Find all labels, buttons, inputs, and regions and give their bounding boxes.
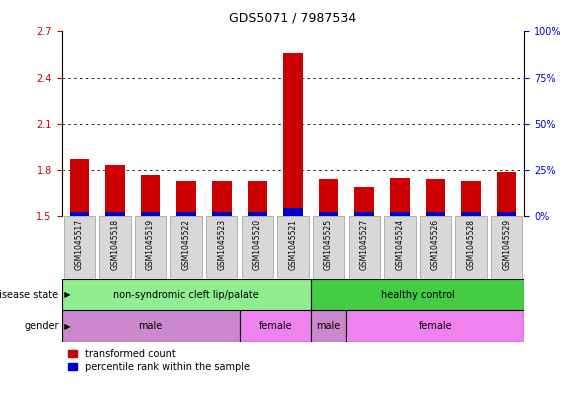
Text: female: female — [258, 321, 292, 331]
Text: GSM1045521: GSM1045521 — [288, 219, 298, 270]
Bar — [355, 211, 374, 216]
Bar — [64, 216, 95, 279]
Bar — [497, 171, 516, 216]
Bar — [212, 181, 231, 216]
Bar — [355, 187, 374, 216]
Bar — [283, 208, 303, 216]
Legend: transformed count, percentile rank within the sample: transformed count, percentile rank withi… — [66, 347, 252, 374]
Bar — [171, 216, 202, 279]
Text: female: female — [418, 321, 452, 331]
Bar — [346, 310, 524, 342]
Bar — [240, 310, 311, 342]
Text: GSM1045520: GSM1045520 — [253, 219, 262, 270]
Text: GSM1045519: GSM1045519 — [146, 219, 155, 270]
Bar — [390, 178, 410, 216]
Text: GSM1045529: GSM1045529 — [502, 219, 511, 270]
Bar — [390, 211, 410, 216]
Bar — [105, 165, 125, 216]
Bar — [319, 179, 338, 216]
Text: GSM1045527: GSM1045527 — [360, 219, 369, 270]
Bar — [248, 181, 267, 216]
Bar — [176, 181, 196, 216]
Bar — [461, 211, 481, 216]
Bar — [70, 211, 89, 216]
Bar — [461, 181, 481, 216]
Bar — [241, 216, 273, 279]
Text: gender: gender — [24, 321, 59, 331]
Text: male: male — [138, 321, 163, 331]
Text: GSM1045517: GSM1045517 — [75, 219, 84, 270]
Bar — [212, 211, 231, 216]
Bar — [313, 216, 345, 279]
Text: ▶: ▶ — [59, 322, 70, 331]
Bar — [420, 216, 451, 279]
Bar — [141, 174, 161, 216]
Bar — [283, 53, 303, 216]
Bar — [455, 216, 487, 279]
Bar — [277, 216, 309, 279]
Bar — [384, 216, 415, 279]
Bar — [99, 216, 131, 279]
Bar — [135, 216, 166, 279]
Bar — [62, 279, 311, 310]
Text: disease state: disease state — [0, 290, 59, 300]
Bar — [491, 216, 522, 279]
Text: GSM1045524: GSM1045524 — [396, 219, 404, 270]
Bar — [349, 216, 380, 279]
Bar — [425, 211, 445, 216]
Bar — [311, 279, 524, 310]
Text: GSM1045526: GSM1045526 — [431, 219, 440, 270]
Bar — [425, 179, 445, 216]
Text: healthy control: healthy control — [381, 290, 455, 300]
Text: GSM1045528: GSM1045528 — [466, 219, 476, 270]
Bar — [497, 211, 516, 216]
Bar — [248, 211, 267, 216]
Text: non-syndromic cleft lip/palate: non-syndromic cleft lip/palate — [113, 290, 259, 300]
Text: GSM1045518: GSM1045518 — [110, 219, 120, 270]
Bar — [62, 310, 240, 342]
Text: GSM1045525: GSM1045525 — [324, 219, 333, 270]
Bar — [319, 211, 338, 216]
Text: ▶: ▶ — [59, 290, 70, 299]
Bar — [176, 211, 196, 216]
Text: male: male — [316, 321, 340, 331]
Bar — [70, 159, 89, 216]
Bar — [105, 211, 125, 216]
Text: GSM1045522: GSM1045522 — [182, 219, 190, 270]
Bar — [206, 216, 237, 279]
Bar — [311, 310, 346, 342]
Bar — [141, 211, 161, 216]
Text: GSM1045523: GSM1045523 — [217, 219, 226, 270]
Text: GDS5071 / 7987534: GDS5071 / 7987534 — [230, 12, 356, 25]
